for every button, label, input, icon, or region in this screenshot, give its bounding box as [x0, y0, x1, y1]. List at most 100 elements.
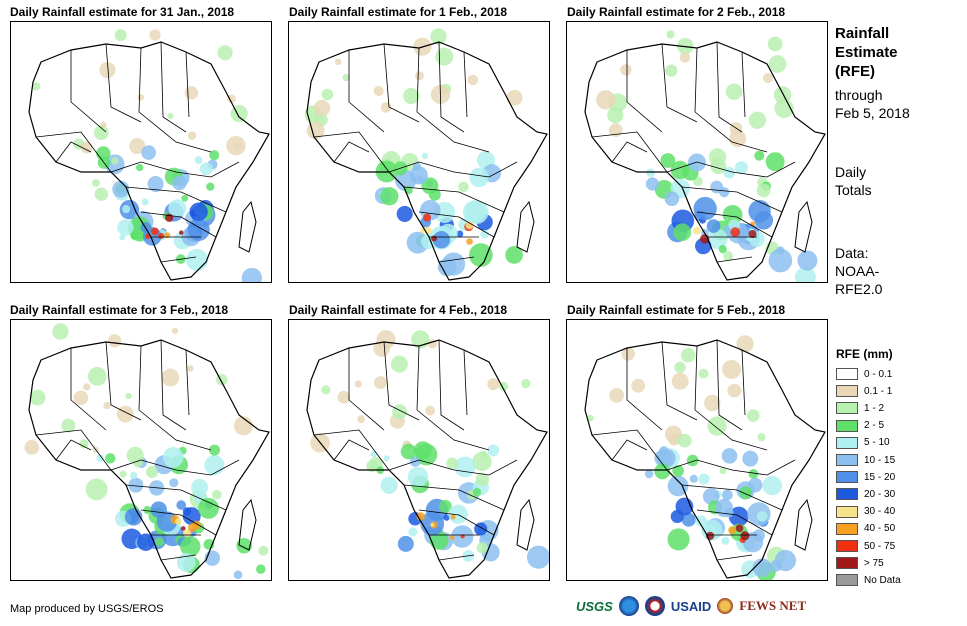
madagascar-outline	[794, 498, 813, 551]
country-border	[383, 43, 420, 123]
rainfall-cell	[83, 383, 91, 391]
rainfall-cell	[689, 474, 698, 483]
rainfall-cell	[423, 213, 432, 222]
legend-item: 10 - 15	[836, 452, 895, 468]
rainfall-cell	[147, 175, 164, 192]
rainfall-cell	[454, 456, 476, 478]
country-border	[626, 348, 663, 431]
country-border	[694, 47, 698, 113]
legend-item: 0 - 0.1	[836, 366, 892, 382]
panel-title-4: Daily Rainfall estimate for 3 Feb., 2018	[10, 303, 229, 317]
rainfall-cell	[472, 451, 492, 472]
rainfall-cell	[450, 514, 456, 520]
country-border	[403, 186, 505, 213]
rainfall-cell	[143, 505, 152, 515]
rainfall-cell	[609, 387, 625, 403]
rainfall-cell	[693, 226, 701, 235]
rainfall-cell	[472, 487, 482, 497]
country-border	[694, 409, 768, 451]
rainfall-map-1	[10, 21, 272, 283]
rainfall-cell	[748, 477, 763, 493]
country-border	[438, 256, 475, 263]
rainfall-cell	[129, 137, 146, 155]
rainfall-cell	[421, 152, 429, 160]
rainfall-cell	[666, 30, 675, 39]
country-border	[160, 41, 187, 133]
rainfall-cell	[721, 536, 730, 545]
data-source: Data: NOAA- RFE2.0	[835, 244, 882, 298]
country-border	[160, 256, 197, 263]
data-line3: RFE2.0	[835, 281, 883, 297]
legend-item: 1 - 2	[836, 400, 884, 416]
legend-swatch	[836, 557, 858, 570]
rainfall-cell	[458, 181, 469, 193]
rainfall-cell	[172, 175, 187, 191]
rainfall-cell	[443, 514, 450, 521]
usaid-logo: USAID	[670, 598, 712, 614]
rainfall-cell	[96, 146, 111, 161]
country-border	[666, 459, 733, 471]
country-border	[463, 51, 468, 118]
rainfall-cell	[725, 83, 743, 100]
rainfall-cell	[141, 145, 156, 160]
legend-swatch	[836, 505, 858, 518]
rainfall-cell	[392, 404, 408, 420]
country-border	[681, 186, 783, 213]
rainfall-cell	[770, 559, 782, 572]
rainfall-cell	[659, 446, 669, 456]
rainfall-cell	[396, 205, 413, 222]
legend-swatch	[836, 522, 858, 535]
rainfall-cell	[721, 448, 738, 464]
rainfall-cell	[397, 535, 414, 552]
rainfall-cell	[723, 166, 736, 179]
rainfall-cell	[234, 416, 254, 436]
rainfall-cell	[204, 455, 225, 476]
country-border	[611, 141, 648, 163]
country-border	[55, 439, 92, 461]
rainfall-cell	[718, 244, 727, 254]
country-border	[666, 161, 733, 173]
rainfall-cell	[435, 47, 454, 66]
rainfall-cell	[479, 450, 488, 458]
rainfall-cell	[620, 64, 632, 76]
rainfall-cell	[526, 545, 549, 569]
country-border	[694, 345, 698, 411]
noaa-logo-icon	[618, 596, 639, 616]
rainfall-cell	[748, 230, 757, 239]
panel-title-6: Daily Rainfall estimate for 5 Feb., 2018	[567, 303, 786, 317]
country-border	[661, 341, 698, 421]
rainfall-cell	[706, 219, 721, 233]
rainfall-cell	[756, 183, 771, 198]
country-border	[731, 161, 796, 178]
rainfall-cell	[742, 450, 759, 467]
legend-item: No Data	[836, 572, 901, 588]
rainfall-cell	[762, 475, 782, 496]
rainfall-cell	[686, 454, 699, 467]
rainfall-cell	[664, 425, 682, 443]
rainfall-cell	[475, 472, 490, 487]
legend-item: > 75	[836, 555, 884, 571]
rainfall-cell	[390, 355, 408, 373]
rainfall-cell	[376, 330, 396, 350]
rainfall-cell	[750, 221, 756, 227]
rainfall-cell	[664, 191, 680, 207]
legend-swatch	[836, 385, 858, 398]
legend-label: No Data	[864, 574, 901, 586]
rainfall-cell	[466, 238, 473, 245]
rainfall-cell	[226, 136, 246, 156]
rainfall-cell	[432, 231, 451, 249]
rainfall-cell	[698, 368, 709, 379]
rainfall-cell	[29, 389, 46, 406]
rainfall-cell	[756, 511, 768, 522]
rainfall-cell	[194, 156, 203, 164]
rainfall-cell	[674, 361, 686, 373]
country-border	[438, 339, 465, 431]
rainfall-cell	[730, 227, 741, 237]
rainfall-cell	[176, 552, 196, 572]
legend-swatch	[836, 402, 858, 415]
country-border	[110, 459, 177, 471]
data-line1: Data:	[835, 245, 869, 261]
rainfall-cell	[644, 469, 654, 479]
africa-map	[24, 323, 270, 580]
rainfall-map-5	[288, 319, 550, 581]
